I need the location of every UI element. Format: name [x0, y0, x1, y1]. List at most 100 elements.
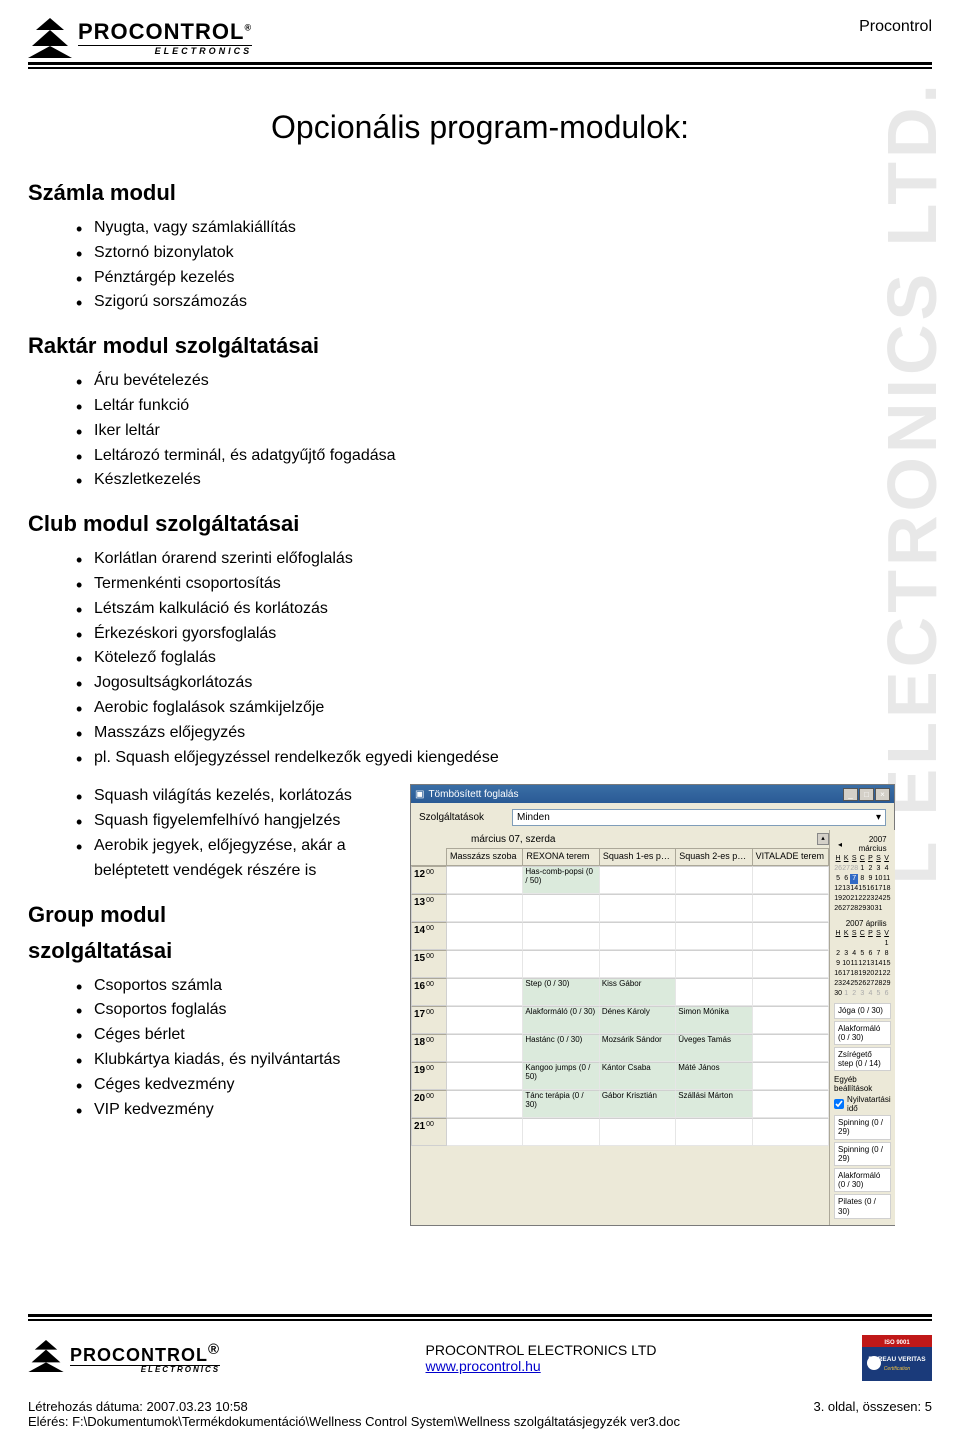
schedule-cell[interactable] — [447, 866, 523, 894]
schedule-cell[interactable] — [753, 1062, 829, 1090]
calendar-day[interactable]: 14 — [850, 884, 858, 894]
schedule-cell[interactable] — [676, 950, 752, 978]
calendar-day[interactable]: 17 — [874, 884, 882, 894]
calendar-day[interactable]: 7 — [874, 949, 882, 959]
calendar-day[interactable]: 23 — [866, 894, 874, 904]
calendar-day[interactable]: 26 — [858, 979, 866, 989]
right-pane-item[interactable]: Spinning (0 / 29) — [834, 1142, 891, 1166]
calendar-day[interactable]: 5 — [874, 989, 882, 999]
calendar-day[interactable]: 15 — [858, 884, 866, 894]
close-button[interactable]: × — [875, 788, 890, 801]
calendar-day[interactable]: 25 — [883, 894, 891, 904]
schedule-cell[interactable] — [676, 922, 752, 950]
maximize-button[interactable]: □ — [859, 788, 874, 801]
calendar-day[interactable]: 29 — [858, 904, 866, 914]
calendar-day[interactable]: 26 — [834, 864, 842, 874]
calendar-day[interactable]: 11 — [850, 959, 858, 969]
calendar-day[interactable]: 3 — [842, 949, 850, 959]
calendar-day[interactable]: 27 — [866, 979, 874, 989]
calendar-day[interactable]: 6 — [866, 949, 874, 959]
schedule-cell[interactable] — [600, 922, 676, 950]
calendar-day[interactable]: 24 — [874, 894, 882, 904]
calendar-day[interactable]: 21 — [850, 894, 858, 904]
calendar-day[interactable]: 17 — [842, 969, 850, 979]
room-header[interactable]: Masszázs szoba — [447, 848, 523, 866]
right-pane-item[interactable]: Alakformáló (0 / 30) — [834, 1168, 891, 1192]
room-header[interactable]: VITALADE terem — [753, 848, 829, 866]
calendar-day[interactable]: 26 — [834, 904, 842, 914]
schedule-cell[interactable]: Kangoo jumps (0 / 50) — [523, 1062, 599, 1090]
schedule-cell[interactable] — [753, 1006, 829, 1034]
calendar-day[interactable]: 5 — [858, 949, 866, 959]
calendar-day[interactable]: 4 — [883, 864, 891, 874]
schedule-cell[interactable] — [600, 950, 676, 978]
schedule-cell[interactable]: Máté János — [676, 1062, 752, 1090]
calendar-day[interactable]: 30 — [866, 904, 874, 914]
calendar-day[interactable]: 22 — [883, 969, 891, 979]
calendar-day[interactable]: 28 — [874, 979, 882, 989]
calendar-day[interactable]: 20 — [866, 969, 874, 979]
calendar-day[interactable]: 10 — [874, 874, 882, 884]
calendar-day[interactable]: 30 — [834, 989, 842, 999]
schedule-cell[interactable] — [676, 866, 752, 894]
calendar-day[interactable]: 16 — [866, 884, 874, 894]
calendar-day[interactable]: 28 — [850, 904, 858, 914]
schedule-cell[interactable] — [523, 1118, 599, 1146]
calendar-day[interactable]: 3 — [874, 864, 882, 874]
calendar-day[interactable]: 22 — [858, 894, 866, 904]
schedule-cell[interactable] — [753, 1090, 829, 1118]
calendar-day[interactable]: 11 — [883, 874, 891, 884]
schedule-cell[interactable] — [676, 1118, 752, 1146]
services-dropdown[interactable]: Minden ▾ — [512, 809, 886, 826]
schedule-cell[interactable] — [753, 978, 829, 1006]
schedule-cell[interactable] — [447, 1034, 523, 1062]
right-pane-item[interactable]: Spinning (0 / 29) — [834, 1115, 891, 1139]
mini-calendar-march[interactable]: ◂2007 március HKSCPSV2627281234567891011… — [834, 834, 891, 914]
calendar-day[interactable]: 27 — [842, 864, 850, 874]
calendar-day[interactable] — [874, 939, 882, 949]
schedule-cell[interactable] — [676, 894, 752, 922]
calendar-day[interactable]: 6 — [842, 874, 850, 884]
calendar-day[interactable]: 24 — [842, 979, 850, 989]
mini-calendar-april[interactable]: 2007 április HKSCPSV12345678910111213141… — [834, 918, 891, 999]
calendar-day[interactable]: 27 — [842, 904, 850, 914]
schedule-cell[interactable] — [447, 894, 523, 922]
calendar-day[interactable] — [858, 939, 866, 949]
schedule-cell[interactable] — [447, 1118, 523, 1146]
schedule-cell[interactable] — [753, 1118, 829, 1146]
calendar-day[interactable]: 16 — [834, 969, 842, 979]
schedule-cell[interactable]: Alakformáló (0 / 30) — [523, 1006, 599, 1034]
room-header[interactable]: Squash 2-es pálya — [676, 848, 752, 866]
right-pane-item[interactable]: Zsírégető step (0 / 14) — [834, 1047, 891, 1071]
minimize-button[interactable]: _ — [843, 788, 858, 801]
calendar-day[interactable] — [866, 939, 874, 949]
calendar-day[interactable]: 6 — [883, 989, 891, 999]
calendar-day[interactable]: 28 — [850, 864, 858, 874]
calendar-day[interactable]: 5 — [834, 874, 842, 884]
calendar-day[interactable]: 19 — [834, 894, 842, 904]
schedule-cell[interactable] — [676, 978, 752, 1006]
calendar-day[interactable]: 31 — [874, 904, 882, 914]
calendar-day[interactable]: 1 — [842, 989, 850, 999]
schedule-cell[interactable] — [600, 866, 676, 894]
schedule-cell[interactable] — [447, 922, 523, 950]
room-header[interactable]: Squash 1-es pálya — [600, 848, 676, 866]
schedule-cell[interactable] — [753, 894, 829, 922]
schedule-cell[interactable]: Hastánc (0 / 30) — [523, 1034, 599, 1062]
checkbox-row[interactable]: Nyilvatartási idő — [834, 1095, 891, 1113]
calendar-day[interactable]: 8 — [883, 949, 891, 959]
calendar-day[interactable]: 12 — [858, 959, 866, 969]
right-pane-item[interactable]: Jóga (0 / 30) — [834, 1003, 891, 1018]
right-pane-item[interactable]: Alakformáló (0 / 30) — [834, 1021, 891, 1045]
calendar-day[interactable]: 8 — [858, 874, 866, 884]
schedule-cell[interactable] — [753, 1034, 829, 1062]
calendar-day[interactable]: 2 — [850, 989, 858, 999]
calendar-day[interactable] — [834, 939, 842, 949]
calendar-day[interactable]: 12 — [834, 884, 842, 894]
schedule-cell[interactable] — [447, 950, 523, 978]
schedule-cell[interactable] — [753, 922, 829, 950]
schedule-cell[interactable] — [523, 894, 599, 922]
calendar-day[interactable]: 29 — [883, 979, 891, 989]
schedule-cell[interactable]: Kiss Gábor — [600, 978, 676, 1006]
schedule-cell[interactable] — [447, 1090, 523, 1118]
